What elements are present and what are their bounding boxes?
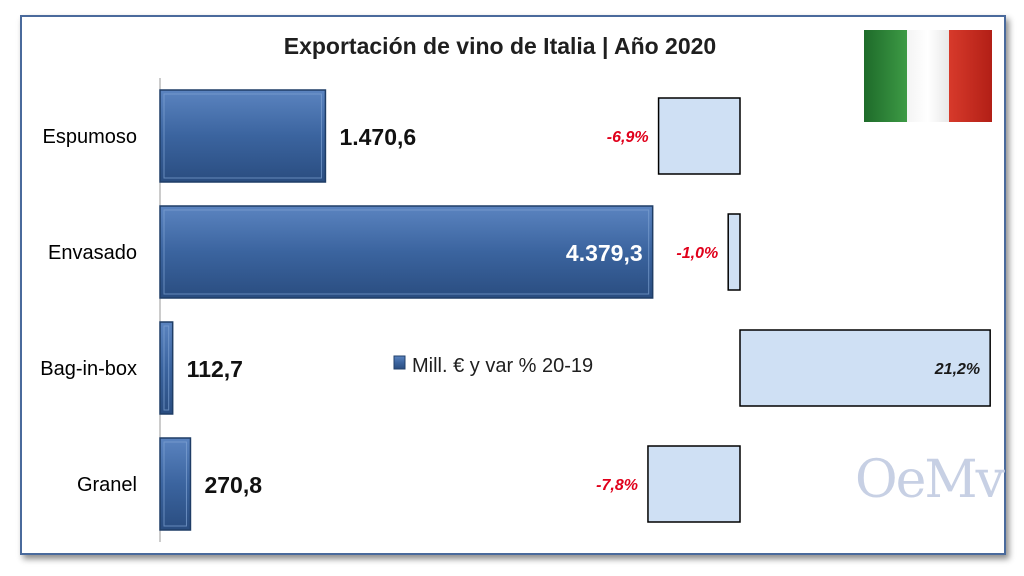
variation-label: -1,0%	[676, 245, 718, 262]
value-bar	[159, 321, 174, 415]
value-bar-bevel	[163, 325, 170, 411]
value-bar-bevel	[163, 209, 650, 295]
oemv-watermark: OeMv	[855, 450, 1005, 510]
legend: Mill. € y var % 20-19	[393, 355, 593, 377]
category-label: Espumoso	[43, 126, 138, 148]
value-bar-bevel	[163, 441, 187, 527]
variation-bar	[739, 329, 991, 407]
value-bar	[159, 205, 654, 299]
flag-stripe-red	[949, 30, 992, 122]
chart-title: Exportación de vino de Italia | Año 2020	[284, 33, 716, 59]
variation-label: -6,9%	[607, 129, 649, 146]
value-label: 270,8	[204, 472, 262, 498]
value-bar	[159, 89, 327, 183]
legend-swatch	[393, 355, 406, 370]
legend-label: Mill. € y var % 20-19	[412, 355, 593, 377]
value-label: 1.470,6	[339, 124, 416, 150]
variation-bar	[727, 213, 741, 291]
plot-area: Espumoso 1.470,6 -6,9% Envasado 4.379,3 -1,0%…	[40, 89, 991, 531]
category-label: Envasado	[48, 242, 137, 264]
category-label: Bag-in-box	[40, 358, 137, 380]
value-bar-bevel	[163, 93, 322, 179]
flag-stripe-white	[906, 30, 950, 122]
variation-label: 21,2%	[934, 361, 980, 378]
variation-label: -7,8%	[596, 477, 638, 494]
italy-flag-icon	[864, 30, 992, 122]
variation-bar	[647, 445, 741, 523]
value-bar	[159, 437, 192, 531]
flag-stripe-green	[864, 30, 907, 122]
value-label: 112,7	[187, 356, 243, 382]
variation-bar	[657, 97, 741, 175]
value-label: 4.379,3	[566, 240, 643, 266]
category-label: Granel	[77, 474, 137, 496]
